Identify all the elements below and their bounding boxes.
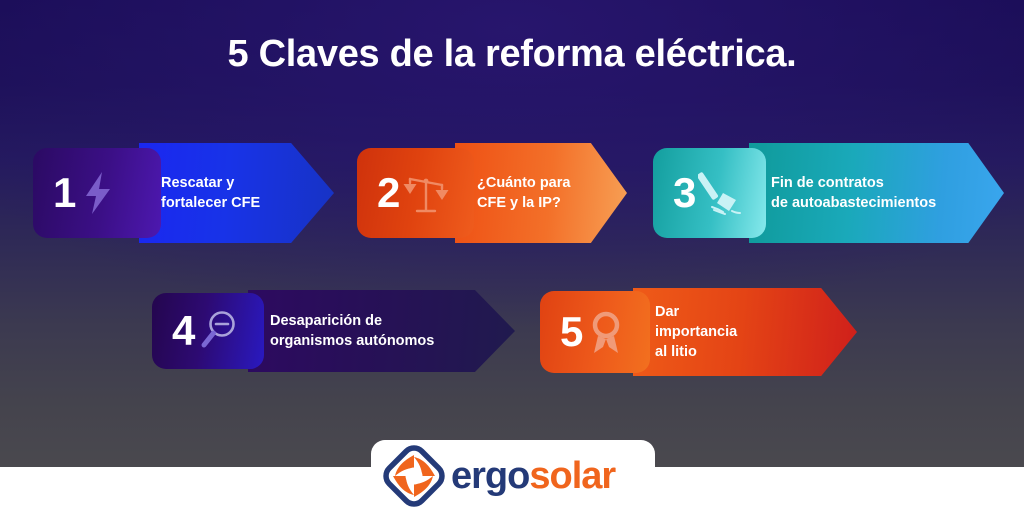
key-item-4: Desaparición de organismos autónomos 4 (152, 290, 515, 372)
lightning-bolt-icon (78, 170, 118, 216)
key-item-5-badge: 5 (540, 291, 650, 373)
brand-word-ergo: ergo (451, 455, 530, 497)
key-item-1: Rescatar y fortalecer CFE 1 (33, 143, 334, 243)
page-title: 5 Claves de la reforma eléctrica. (227, 33, 797, 75)
key-item-2-number: 2 (377, 169, 401, 216)
key-item-2-banner: ¿Cuánto para CFE y la IP? (455, 143, 627, 243)
brand-wordmark: ergosolar (451, 455, 616, 497)
key-item-2-badge: 2 (357, 148, 474, 238)
key-item-3-number: 3 (673, 169, 697, 216)
key-item-3: Fin de contratos de autoabastecimientos … (653, 143, 1004, 243)
key-item-4-banner: Desaparición de organismos autónomos (248, 290, 515, 372)
key-item-3-badge: 3 (653, 148, 766, 238)
ergosolar-diamond-swirl-icon (383, 445, 445, 507)
key-item-5-banner: Dar importancia al litio (633, 288, 857, 376)
key-item-1-text: Rescatar y fortalecer CFE (161, 175, 261, 211)
key-item-5-number: 5 (560, 308, 584, 355)
key-item-5: Dar importancia al litio 5 (540, 288, 857, 376)
shovel-icon (698, 169, 744, 217)
brand-logo: ergosolar (371, 440, 655, 512)
brand-word-solar: solar (529, 455, 616, 497)
key-item-3-text: Fin de contratos de autoabastecimientos (771, 175, 937, 211)
balance-scales-icon (402, 169, 450, 217)
key-item-4-number: 4 (172, 307, 196, 354)
key-item-2-text: ¿Cuánto para CFE y la IP? (477, 175, 571, 211)
magnifier-minus-icon (197, 309, 239, 353)
key-item-1-banner: Rescatar y fortalecer CFE (139, 143, 334, 243)
key-item-1-badge: 1 (33, 148, 161, 238)
key-item-4-badge: 4 (152, 293, 264, 369)
key-item-1-number: 1 (53, 169, 77, 216)
key-item-2: ¿Cuánto para CFE y la IP? 2 (357, 143, 627, 243)
key-item-5-text: Dar importancia al litio (655, 304, 738, 360)
key-item-4-text: Desaparición de organismos autónomos (270, 313, 435, 349)
key-item-3-banner: Fin de contratos de autoabastecimientos (749, 143, 1004, 243)
award-ribbon-icon (585, 309, 627, 355)
